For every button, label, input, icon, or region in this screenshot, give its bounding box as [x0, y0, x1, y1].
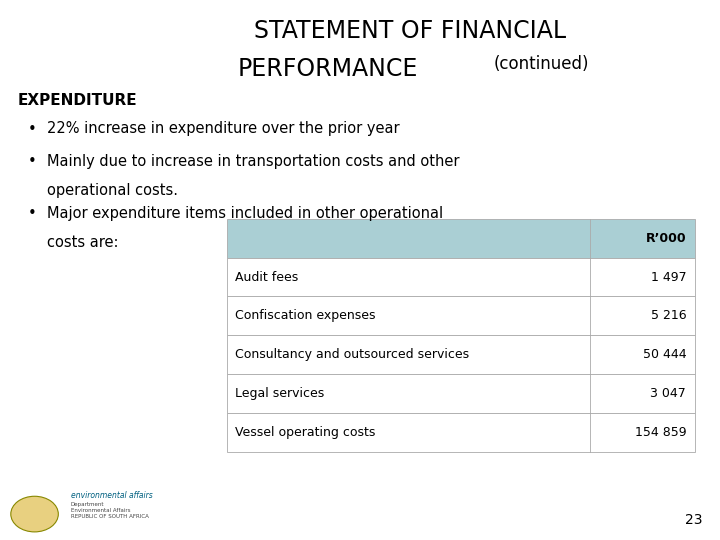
Text: Confiscation expenses: Confiscation expenses	[235, 309, 376, 322]
Text: Environmental Affairs: Environmental Affairs	[71, 508, 130, 513]
Bar	[227, 335, 695, 374]
Text: REPUBLIC OF SOUTH AFRICA: REPUBLIC OF SOUTH AFRICA	[71, 515, 148, 519]
Text: •: •	[27, 206, 36, 221]
Text: STATEMENT OF FINANCIAL: STATEMENT OF FINANCIAL	[254, 19, 567, 43]
Text: 22% increase in expenditure over the prior year: 22% increase in expenditure over the pri…	[47, 122, 400, 137]
Text: 50 444: 50 444	[642, 348, 686, 361]
Text: PERFORMANCE: PERFORMANCE	[238, 57, 418, 80]
Bar	[227, 413, 695, 452]
Text: Vessel operating costs: Vessel operating costs	[235, 426, 376, 439]
Text: operational costs.: operational costs.	[47, 183, 178, 198]
Text: Consultancy and outsourced services: Consultancy and outsourced services	[235, 348, 469, 361]
Text: •: •	[27, 122, 36, 137]
Text: Legal services: Legal services	[235, 387, 325, 400]
Text: •: •	[27, 154, 36, 169]
Text: 154 859: 154 859	[634, 426, 686, 439]
Text: 3 047: 3 047	[650, 387, 686, 400]
Bar	[227, 374, 695, 413]
Text: EXPENDITURE: EXPENDITURE	[18, 93, 138, 108]
Text: Major expenditure items included in other operational: Major expenditure items included in othe…	[47, 206, 443, 221]
Text: Mainly due to increase in transportation costs and other: Mainly due to increase in transportation…	[47, 154, 459, 169]
Bar	[227, 296, 695, 335]
Circle shape	[11, 496, 58, 532]
Bar	[227, 258, 695, 296]
Text: R’000: R’000	[646, 232, 686, 245]
Text: (continued): (continued)	[493, 55, 589, 73]
Text: costs are:: costs are:	[47, 235, 118, 250]
Text: 23: 23	[685, 512, 702, 526]
Text: 5 216: 5 216	[651, 309, 686, 322]
Text: 1 497: 1 497	[651, 271, 686, 284]
Text: Audit fees: Audit fees	[235, 271, 299, 284]
Bar	[227, 219, 695, 258]
Text: Department: Department	[71, 502, 104, 507]
Text: environmental affairs: environmental affairs	[71, 490, 153, 500]
